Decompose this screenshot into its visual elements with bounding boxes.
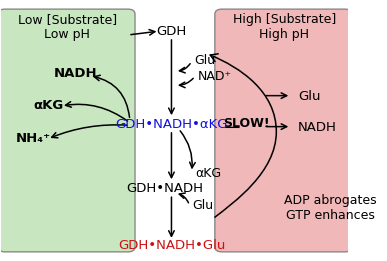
Text: Glu: Glu [194, 54, 215, 67]
Text: GDH•NADH•Glu: GDH•NADH•Glu [118, 239, 225, 252]
Text: Low [Substrate]
Low pH: Low [Substrate] Low pH [18, 13, 117, 41]
Text: High [Substrate]
High pH: High [Substrate] High pH [233, 13, 336, 41]
Text: Glu: Glu [192, 199, 213, 212]
Text: NADH: NADH [54, 67, 98, 80]
Text: Glu: Glu [298, 90, 321, 103]
Text: GDH•NADH•αKG: GDH•NADH•αKG [115, 117, 228, 130]
Text: ADP abrogates
GTP enhances: ADP abrogates GTP enhances [284, 194, 377, 222]
Text: GDH•NADH: GDH•NADH [126, 182, 203, 195]
Text: NAD⁺: NAD⁺ [197, 70, 231, 83]
Text: NADH: NADH [298, 121, 337, 134]
Text: NH₄⁺: NH₄⁺ [16, 132, 51, 145]
FancyBboxPatch shape [0, 9, 135, 252]
Text: αKG: αKG [195, 167, 221, 180]
Text: GDH: GDH [156, 25, 187, 38]
Text: SLOW!: SLOW! [223, 117, 269, 130]
FancyBboxPatch shape [215, 9, 352, 252]
Text: αKG: αKG [33, 99, 63, 112]
FancyArrowPatch shape [210, 54, 276, 217]
